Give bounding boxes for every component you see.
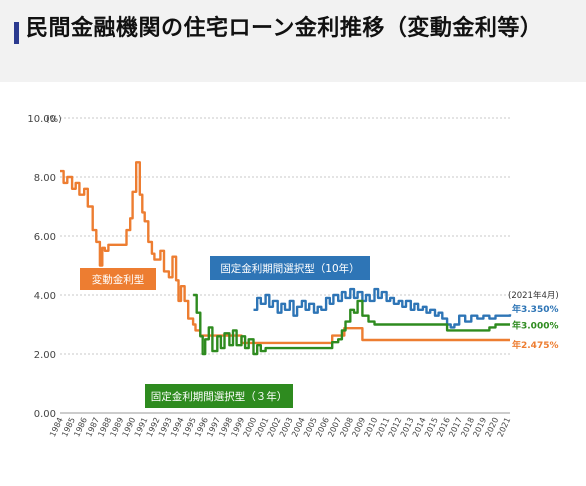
series-name-bg: [145, 384, 293, 408]
series-name-label: 固定金利期間選択型（10年）: [220, 262, 359, 275]
header: 民間金融機関の住宅ローン金利推移（変動金利等）: [0, 0, 586, 82]
series-line-1: [253, 287, 512, 329]
y-axis: 0.00 2.00 4.00 6.00 8.00 10.00(%): [27, 114, 61, 420]
series-name-label: 固定金利期間選択型（３年）: [151, 390, 288, 403]
series-name-box: 変動金利型: [80, 268, 156, 290]
chart-container: 0.00 2.00 4.00 6.00 8.00 10.00 (%) 1984 1985 198…: [0, 104, 586, 482]
title-accent-bar: [14, 22, 19, 44]
y-tick-label: 10.00: [27, 114, 56, 125]
y-tick-label: 0.00: [34, 409, 56, 420]
series-line-2: [193, 293, 510, 356]
y-tick-label: 8.00: [34, 173, 56, 184]
page-title: 民間金融機関の住宅ローン金利推移（変動金利等）: [26, 16, 543, 41]
interest-rate-chart: 0.00 2.00 4.00 6.00 8.00 10.00(%) 19841985198…: [27, 114, 559, 438]
series-name-box: 固定金利期間選択型（10年）: [210, 256, 370, 280]
y-tick-label: 4.00: [34, 291, 56, 302]
y-unit-label: (%): [46, 115, 62, 125]
x-axis: 1984198519861987198819891990199119921993…: [48, 412, 512, 438]
annotation-date: (2021年4月): [508, 290, 559, 301]
series-labels: 年2.475%年3.350%年3.000%(2021年4月)変動金利型固定金利期…: [80, 256, 559, 408]
series-name-bg: [210, 256, 370, 280]
series-name-bg: [80, 268, 156, 290]
series-end-label: 年3.000%: [512, 320, 559, 332]
series-line-0: [60, 161, 510, 345]
series-name-label: 変動金利型: [92, 273, 145, 286]
series-lines: [60, 161, 512, 356]
series-name-box: 固定金利期間選択型（３年）: [145, 384, 293, 408]
y-tick-label: 6.00: [34, 232, 56, 243]
series-end-label: 年3.350%: [512, 303, 559, 315]
y-tick-label: 2.00: [34, 350, 56, 361]
series-end-label: 年2.475%: [512, 339, 559, 351]
